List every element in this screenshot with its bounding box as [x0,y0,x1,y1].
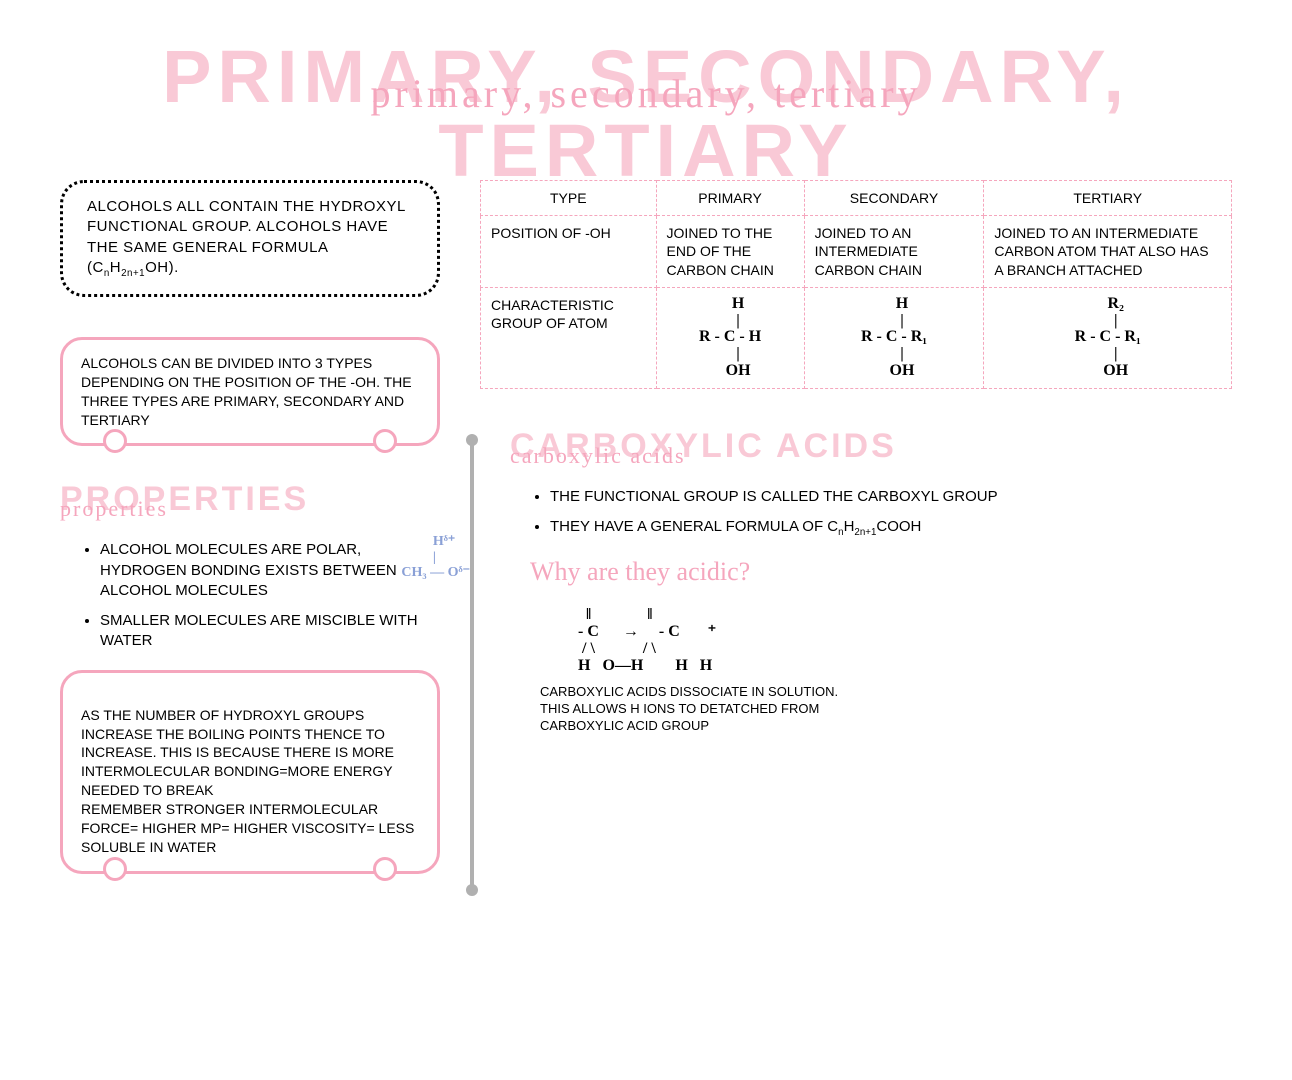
types-box: ALCOHOLS CAN BE DIVIDED INTO 3 TYPES DEP… [60,337,440,447]
carboxylic-heading-script: carboxylic acids [510,443,686,469]
table-header-type: TYPE [481,181,657,216]
carb-b1: THEY HAVE A GENERAL FORMULA OF C [550,518,838,535]
intro-b: H [110,259,121,276]
carboxylic-heading: CARBOXYLIC ACIDS carboxylic acids [510,429,1232,477]
table-cell: JOINED TO AN INTERMEDIATE CARBON ATOM TH… [984,216,1232,288]
properties-note-box: AS THE NUMBER OF HYDROXYL GROUPS INCREAS… [60,670,440,874]
table-header-secondary: SECONDARY [804,181,984,216]
why-acidic-subheading: Why are they acidic? [530,557,1232,587]
table-row: CHARACTERISTIC GROUP OF ATOM H | R - C -… [481,287,1232,388]
dissociation-diagram: ‖ ‖ - C → - C ⁺ / \ / \ H O—H H H [570,607,1232,674]
intro-text: ALCOHOLS ALL CONTAIN THE HYDROXYL FUNCTI… [87,198,405,276]
intro-sub2: 2n+1 [121,268,145,279]
table-cell: CHARACTERISTIC GROUP OF ATOM [481,287,657,388]
table-cell-structure-primary: H | R - C - H | OH [656,287,804,388]
alcohol-types-table: TYPE PRIMARY SECONDARY TERTIARY POSITION… [480,180,1232,389]
polar-sketch: Hᵟ⁺ | CH₃ — Oᵟ⁻ [401,534,470,580]
table-row: POSITION OF -OH JOINED TO THE END OF THE… [481,216,1232,288]
title-script-text: primary, secondary, tertiary [60,70,1232,117]
table-cell-structure-tertiary: R₂ | R - C - R₁ | OH [984,287,1232,388]
properties-note-text: AS THE NUMBER OF HYDROXYL GROUPS INCREAS… [81,707,414,855]
carboxylic-bullets: THE FUNCTIONAL GROUP IS CALLED THE CARBO… [510,487,1232,539]
carb-sub2: 2n+1 [854,527,876,538]
intro-c: OH). [145,259,179,276]
table-row: TYPE PRIMARY SECONDARY TERTIARY [481,181,1232,216]
properties-heading: PROPERTIES properties [60,482,440,530]
properties-bullets: ALCOHOL MOLECULES ARE POLAR, HYDROGEN BO… [60,540,440,651]
table-header-tertiary: TERTIARY [984,181,1232,216]
carboxylic-bullet-1: THE FUNCTIONAL GROUP IS CALLED THE CARBO… [550,487,1232,507]
intro-box: ALCOHOLS ALL CONTAIN THE HYDROXYL FUNCTI… [60,180,440,297]
properties-bullet-2: SMALLER MOLECULES ARE MISCIBLE WITH WATE… [100,611,440,652]
section-divider [470,440,474,890]
page-title: PRIMARY, SECONDARY, TERTIARY primary, se… [60,40,1232,150]
table-header-primary: PRIMARY [656,181,804,216]
table-cell: JOINED TO AN INTERMEDIATE CARBON CHAIN [804,216,984,288]
dissociation-caption: CARBOXYLIC ACIDS DISSOCIATE IN SOLUTION.… [540,684,840,735]
table-cell: POSITION OF -OH [481,216,657,288]
table-cell: JOINED TO THE END OF THE CARBON CHAIN [656,216,804,288]
carboxylic-bullet-2: THEY HAVE A GENERAL FORMULA OF CnH2n+1CO… [550,517,1232,539]
properties-bullet-1: ALCOHOL MOLECULES ARE POLAR, HYDROGEN BO… [100,540,440,601]
carb-b2: H [844,518,855,535]
intro-a: ALCOHOLS ALL CONTAIN THE HYDROXYL FUNCTI… [87,198,405,276]
carb-b3: COOH [876,518,921,535]
types-text: ALCOHOLS CAN BE DIVIDED INTO 3 TYPES DEP… [81,355,412,428]
table-cell-structure-secondary: H | R - C - R₁ | OH [804,287,984,388]
properties-heading-script: properties [60,496,168,522]
